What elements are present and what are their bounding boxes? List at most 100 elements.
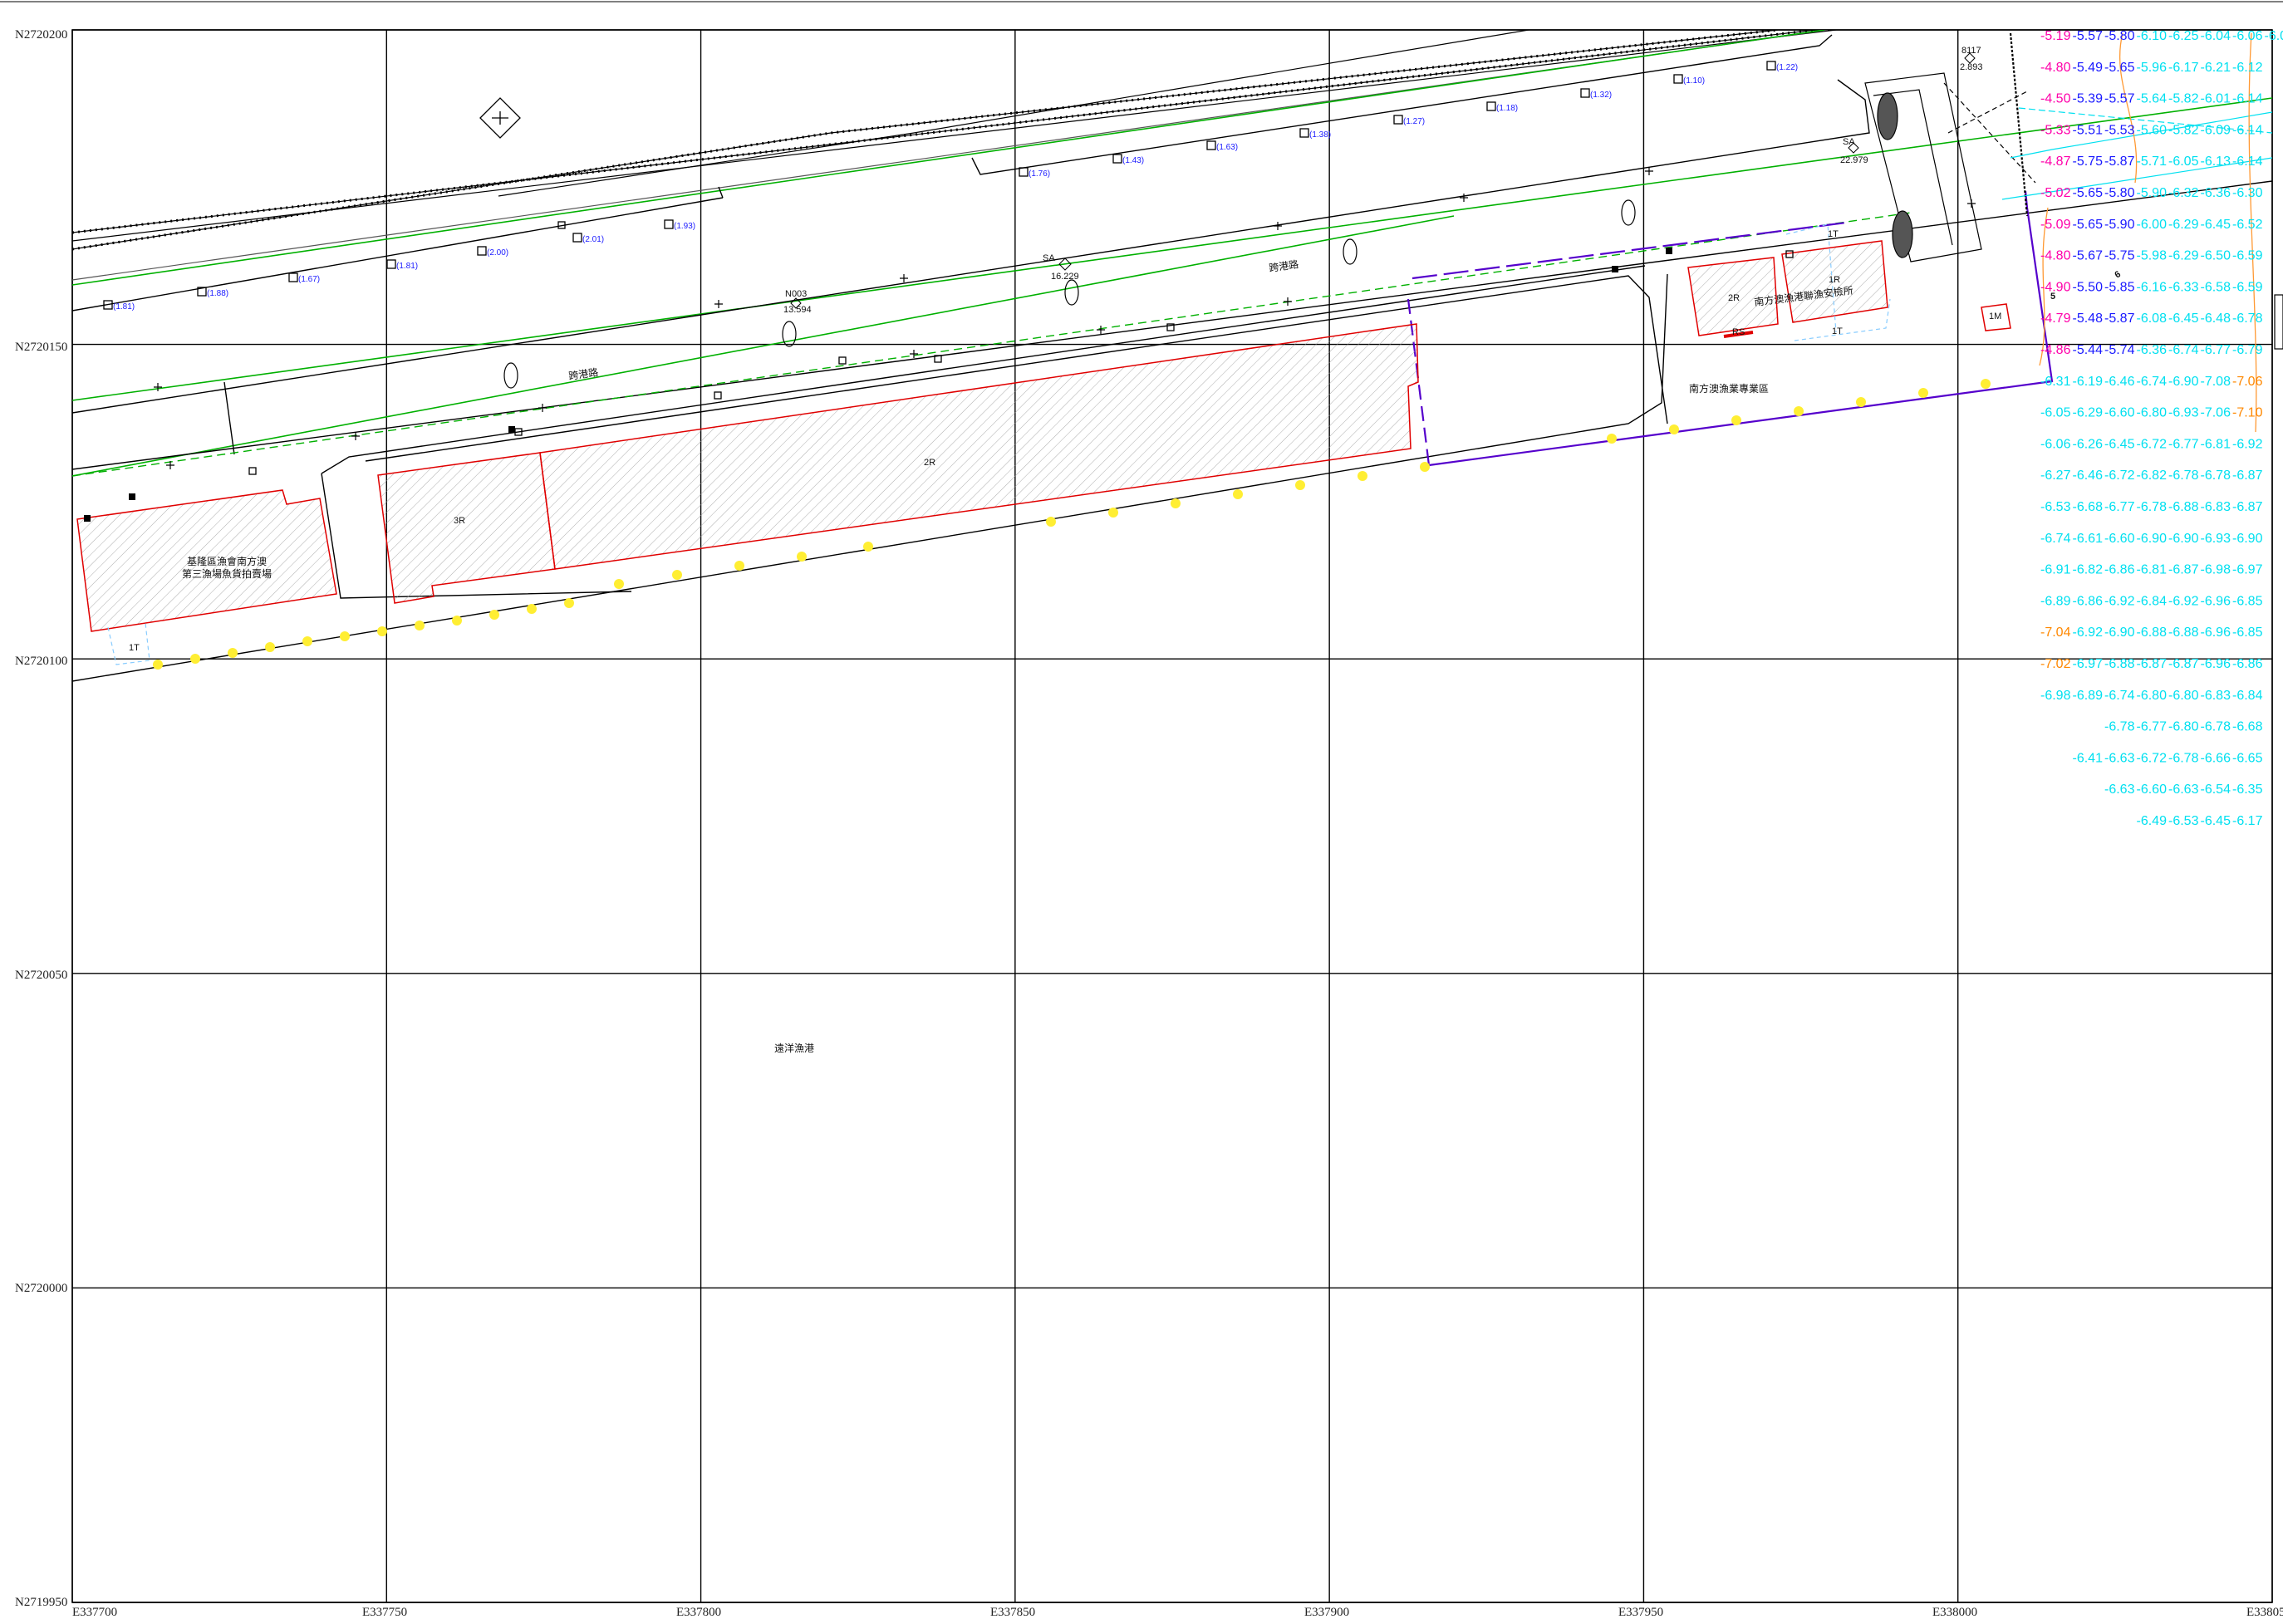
sounding-value: -5.51: [2073, 123, 2104, 137]
sounding-value: -6.06: [2232, 29, 2263, 43]
sounding-value: -6.78: [2137, 500, 2168, 514]
oval-features: [503, 199, 1636, 389]
sounding-value: -5.85: [2104, 280, 2135, 294]
sounding-value: -6.45: [2168, 312, 2199, 326]
building-label: 2R: [1728, 293, 1740, 303]
sounding-value: -6.45: [2201, 218, 2231, 232]
sounding-value: -5.65: [2073, 218, 2104, 232]
pole-elevation: (1.22): [1776, 63, 1798, 72]
sounding-value: -6.72: [2137, 437, 2168, 451]
sounding-value: -6.01: [2201, 92, 2231, 106]
sounding-value: -6.12: [2232, 61, 2263, 75]
sounding-value: -6.98: [2040, 689, 2071, 703]
sounding-value: -6.05: [2168, 155, 2199, 169]
sounding-value: -4.86: [2040, 343, 2071, 357]
sounding-value: -7.04: [2040, 626, 2071, 640]
sounding-value: -6.68: [2232, 720, 2263, 734]
sounding-value: -6.63: [2168, 783, 2199, 797]
sounding-value: -6.78: [2201, 720, 2231, 734]
building-label: RS: [1732, 327, 1745, 337]
easting-label: E337850: [990, 1606, 1035, 1619]
sounding-value: -5.50: [2073, 280, 2104, 294]
sounding-value: -6.74: [2104, 689, 2135, 703]
sounding-value: -6.96: [2201, 657, 2231, 671]
sounding-value: -6.77: [2201, 343, 2231, 357]
sounding-value: -6.77: [2137, 720, 2168, 734]
easting-label: E33805: [2246, 1606, 2283, 1619]
diamond-symbol: [479, 97, 521, 139]
sounding-value: -6.54: [2201, 783, 2231, 797]
sounding-value: -6.88: [2137, 626, 2168, 640]
sounding-value: -5.09: [2040, 218, 2071, 232]
sounding-value: -4.80: [2040, 61, 2071, 75]
contour-label: 6: [2114, 269, 2123, 280]
sounding-value: -5.57: [2104, 92, 2135, 106]
sounding-value: -6.53: [2168, 814, 2199, 828]
sounding-value: -6.93: [2201, 532, 2231, 546]
sounding-value: -5.96: [2137, 61, 2168, 75]
easting-label: E337800: [676, 1606, 721, 1619]
sounding-value: -6.36: [2137, 343, 2168, 357]
sounding-value: -5.49: [2073, 61, 2104, 75]
pole-elevation-labels: (1.81) (1.88) (1.67) (1.81) (2.00) (2.01…: [113, 63, 1798, 312]
sounding-value: -6.84: [2137, 594, 2168, 608]
sounding-value: -6.88: [2168, 626, 2199, 640]
sounding-value: -6.72: [2137, 751, 2168, 765]
building-label: 1T: [129, 643, 140, 653]
sounding-value: -6.45: [2104, 437, 2135, 451]
easting-label: E337700: [72, 1606, 117, 1619]
pole-elevation: (1.27): [1403, 117, 1425, 126]
road-label: 跨港路: [1268, 258, 1299, 274]
sounding-value: -6.80: [2168, 720, 2199, 734]
sounding-value: -4.90: [2040, 280, 2071, 294]
sounding-value: -6.85: [2232, 594, 2263, 608]
sounding-value: -6.83: [2201, 500, 2231, 514]
pole-elevation: (1.32): [1590, 91, 1612, 100]
sounding-value: -6.49: [2137, 814, 2168, 828]
sounding-value: -6.36: [2201, 186, 2231, 200]
sounding-value: -6.68: [2073, 500, 2104, 514]
sounding-value: -5.75: [2104, 249, 2135, 263]
sounding-value: -6.63: [2104, 751, 2135, 765]
sounding-value: -6.31: [2040, 375, 2071, 389]
easting-label: E337950: [1618, 1606, 1663, 1619]
sounding-value: -6.00: [2137, 218, 2168, 232]
easting-label: E337750: [362, 1606, 407, 1619]
sounding-value: -5.67: [2073, 249, 2104, 263]
easting-labels: E337700 E337750 E337800 E337850 E337900 …: [72, 1606, 2283, 1619]
sounding-value: -5.87: [2104, 312, 2135, 326]
sounding-value: -6.97: [2073, 657, 2104, 671]
map-frame: [71, 29, 2273, 1603]
sounding-value: -5.82: [2168, 92, 2199, 106]
sounding-value: -6.29: [2168, 249, 2199, 263]
pole-elevation: (1.18): [1496, 104, 1518, 113]
sounding-value: -6.88: [2168, 500, 2199, 514]
sounding-value: -5.71: [2137, 155, 2168, 169]
sounding-value: -6.92: [2073, 626, 2104, 640]
sounding-value: -6.08: [2137, 312, 2168, 326]
easting-label: E338000: [1932, 1606, 1977, 1619]
sounding-value: -5.48: [2073, 312, 2104, 326]
sounding-value: -7.10: [2232, 406, 2263, 420]
cyan-contours: [2001, 107, 2272, 200]
sounding-value: -4.80: [2040, 249, 2071, 263]
sounding-value: -6.81: [2201, 437, 2231, 451]
sounding-value: -5.64: [2137, 92, 2168, 106]
sounding-value: -7.06: [2201, 406, 2231, 420]
sounding-value: -6.78: [2201, 469, 2231, 483]
sounding-value: -6.82: [2073, 563, 2104, 577]
sounding-value: -4.87: [2040, 155, 2071, 169]
sounding-value: -6.16: [2137, 280, 2168, 294]
sounding-value: -6.84: [2232, 689, 2263, 703]
sounding-value: -6.61: [2073, 532, 2104, 546]
edge-marker: [2274, 294, 2283, 350]
green-dashed-line: [72, 212, 1912, 477]
sounding-value: -5.80: [2104, 29, 2135, 43]
sounding-value: -5.74: [2104, 343, 2135, 357]
sounding-value: -6.10: [2137, 29, 2168, 43]
sounding-value: -6.87: [2168, 657, 2199, 671]
pole-elevation: (1.10): [1683, 76, 1705, 86]
sounding-value: -5.75: [2073, 155, 2104, 169]
sounding-value: -6.63: [2104, 783, 2135, 797]
